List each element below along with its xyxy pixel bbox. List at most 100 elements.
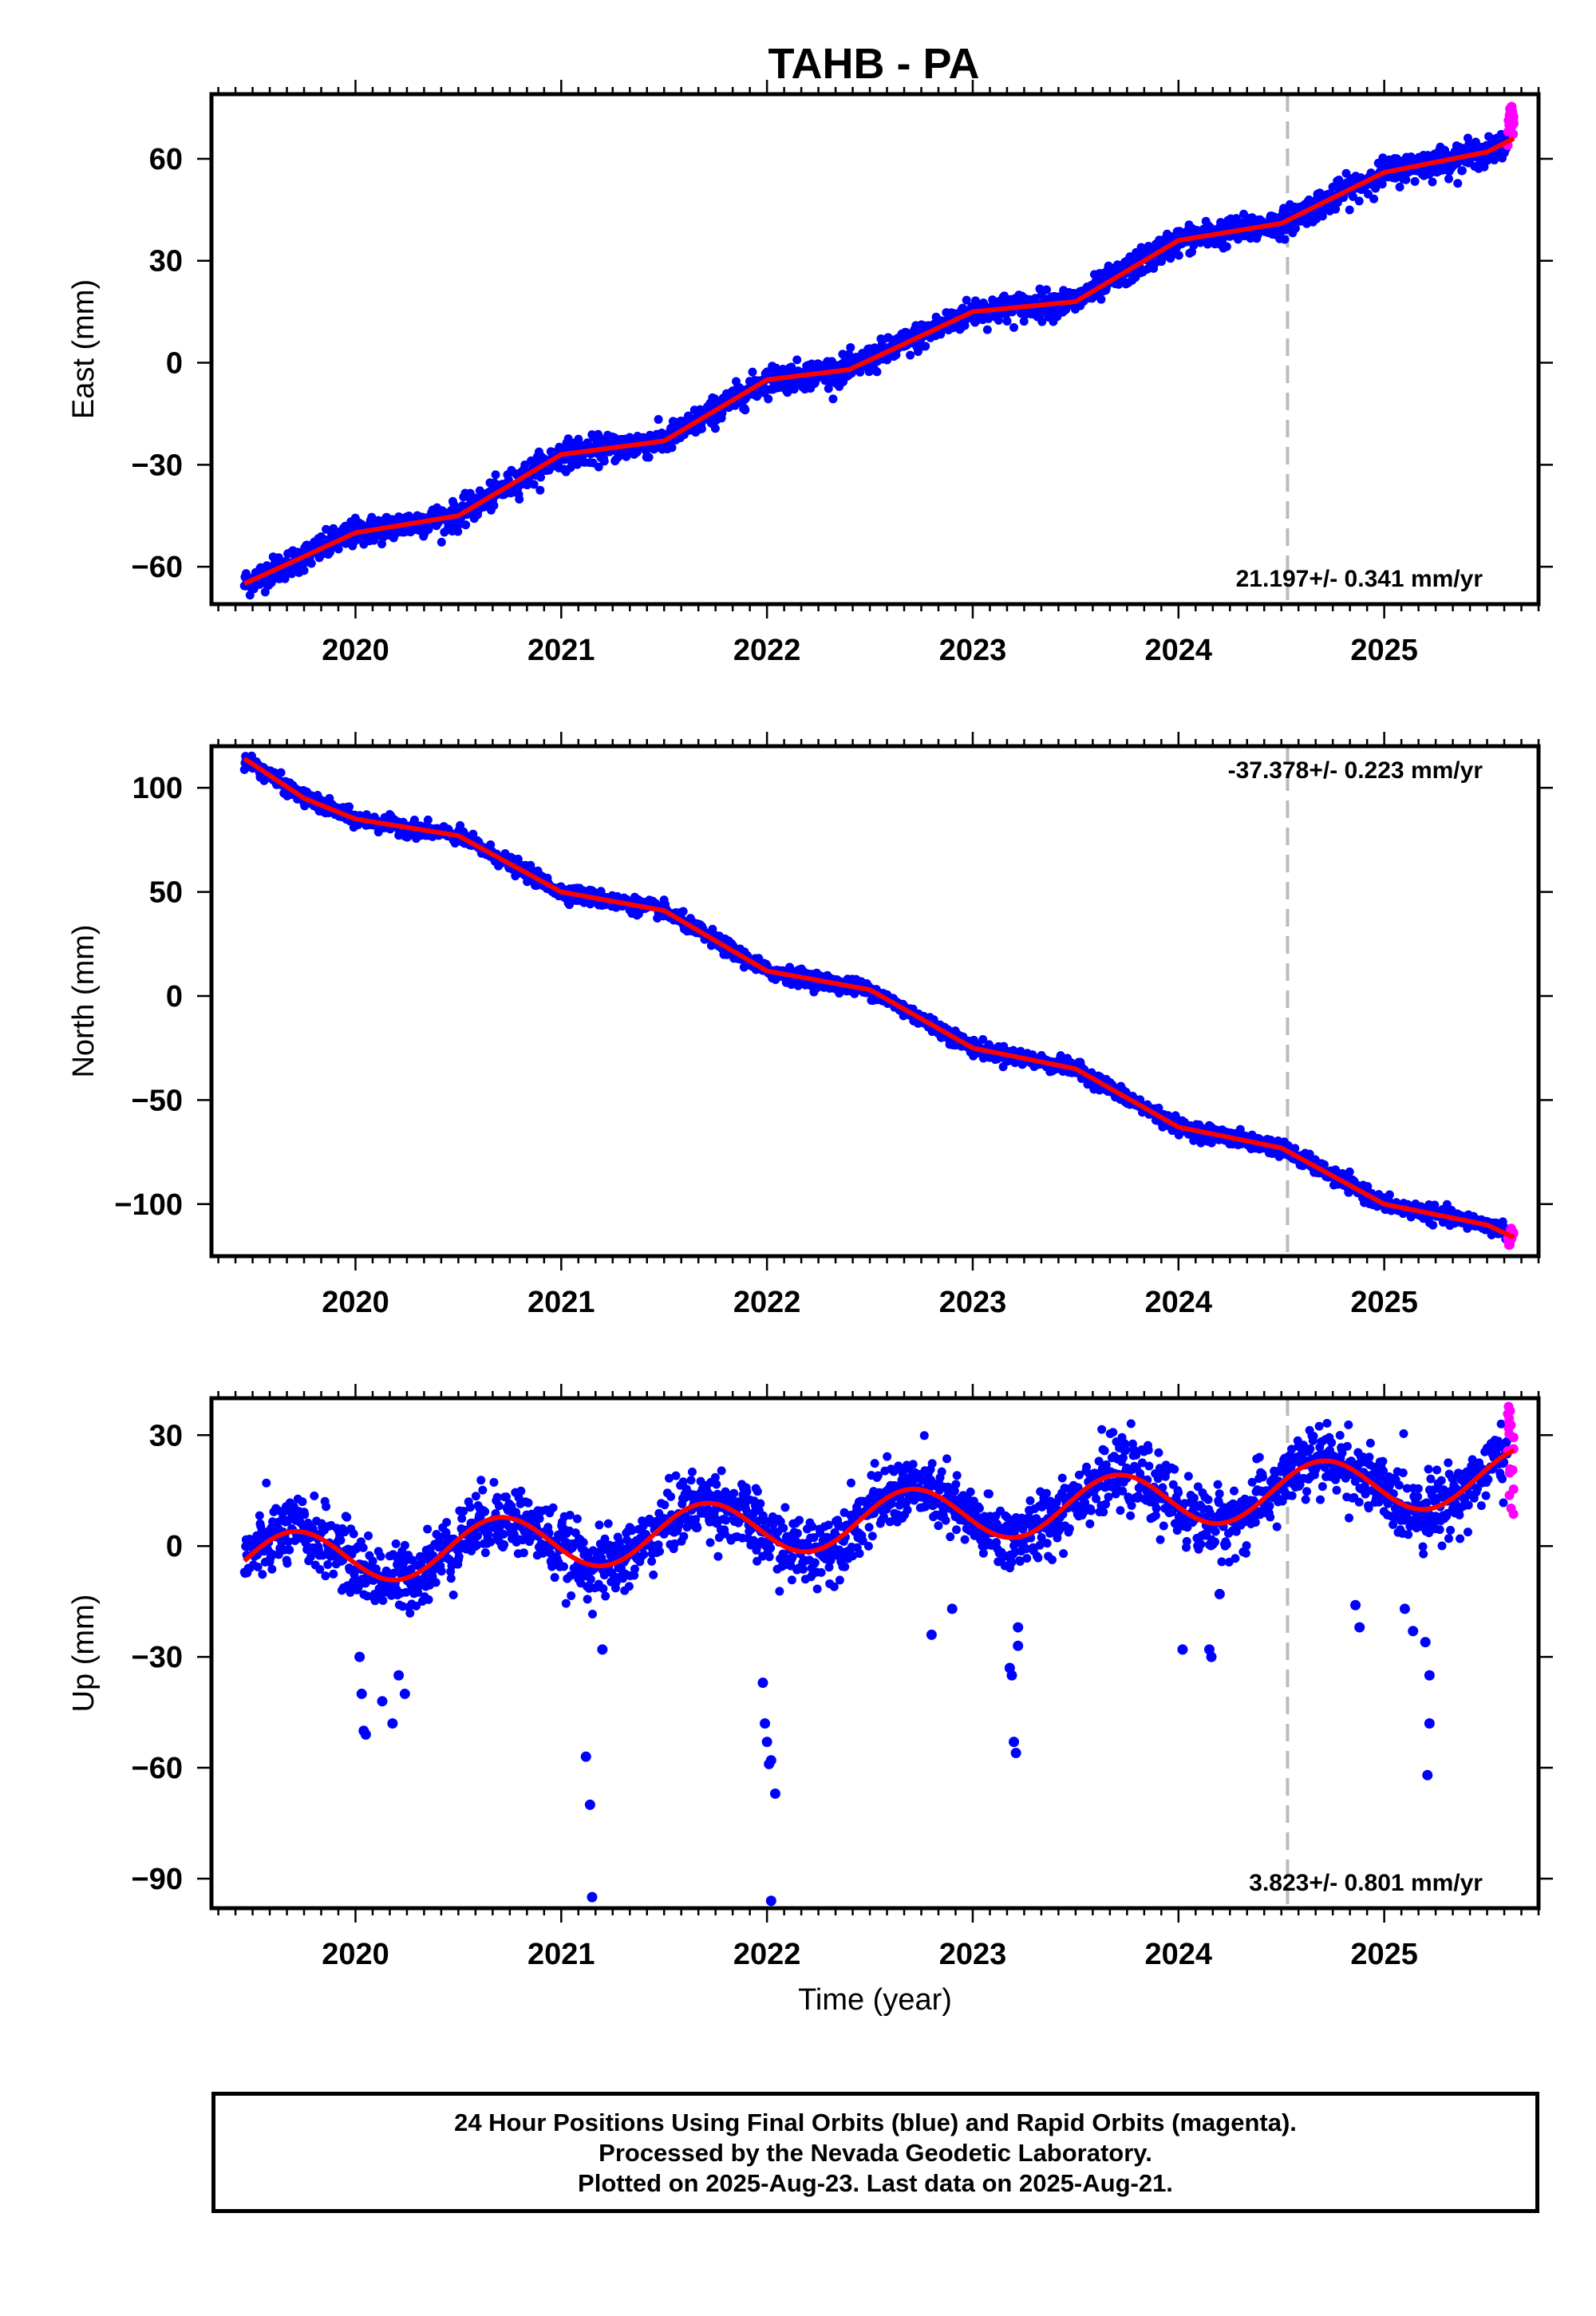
y-tick-label: 0: [166, 347, 183, 381]
final-orbit-point: [710, 424, 720, 433]
final-orbit-point: [1334, 175, 1344, 184]
x-tick-label: 2024: [1145, 634, 1213, 667]
final-orbit-point: [599, 456, 609, 466]
final-orbit-point: [838, 350, 847, 359]
y-tick-label: 50: [149, 876, 183, 910]
final-orbit-point: [1280, 235, 1290, 244]
final-orbit-point: [299, 566, 309, 575]
final-orbit-point: [846, 342, 855, 352]
final-orbit-point: [906, 350, 915, 360]
final-orbit-point: [1218, 235, 1227, 245]
north-plot-area: [239, 746, 1519, 1256]
final-orbit-point: [345, 802, 354, 812]
final-orbit-points: [239, 751, 1512, 1244]
final-orbit-point: [1395, 182, 1404, 192]
rapid-orbit-point: [1508, 128, 1519, 139]
east-panel: 2020 2021 2022 2023 2024 202560300−30−60East …: [67, 80, 1553, 667]
final-orbit-point: [741, 405, 750, 415]
final-orbit-point: [1037, 317, 1047, 326]
velocity-rate-label: 21.197+/- 0.341 mm/yr: [1236, 566, 1483, 592]
final-orbit-point: [536, 472, 546, 482]
final-orbit-point: [1019, 317, 1029, 326]
north-panel: 2020 2021 2022 2023 2024 2025100500−50−100Nor…: [67, 732, 1553, 1319]
final-orbit-point: [1479, 162, 1489, 172]
east-axis-label: East (mm): [67, 279, 101, 419]
final-orbit-point: [1428, 1220, 1438, 1230]
x-tick-label: 2022: [733, 634, 801, 667]
final-orbit-point: [1174, 251, 1183, 260]
chart-panels: 2020 2021 2022 2023 2024 202560300−30−60East …: [67, 80, 1553, 2017]
y-tick-label: −50: [132, 1084, 183, 1117]
final-orbit-point: [1041, 285, 1051, 294]
y-tick-label: −60: [132, 551, 183, 584]
final-orbit-point: [1457, 166, 1467, 176]
final-orbit-point: [960, 321, 970, 330]
x-tick-label: 2025: [1350, 634, 1418, 667]
y-tick-label: 60: [149, 143, 183, 176]
final-orbit-point: [260, 587, 270, 597]
final-orbit-point: [306, 559, 316, 568]
east-plot-area: [239, 94, 1519, 604]
final-orbit-point: [594, 462, 603, 472]
final-orbit-point: [1345, 205, 1354, 215]
final-orbit-point: [529, 480, 539, 489]
final-orbit-point: [1345, 1167, 1354, 1176]
final-orbit-point: [468, 829, 478, 839]
final-orbit-points: [239, 129, 1512, 600]
final-orbit-point: [748, 367, 757, 377]
north-plot-frame: [209, 744, 1541, 1259]
final-orbit-point: [367, 512, 377, 522]
final-orbit-point: [1385, 1190, 1394, 1199]
final-orbit-point: [1290, 1144, 1300, 1153]
model-fit-line: [243, 757, 1515, 1240]
final-orbit-point: [1377, 180, 1387, 189]
final-orbit-point: [515, 494, 524, 504]
final-orbit-point: [1444, 174, 1453, 184]
x-tick-label: 2020: [322, 634, 389, 667]
final-orbit-point: [322, 524, 331, 534]
east-plot-frame: [209, 92, 1541, 607]
final-orbit-point: [994, 315, 1003, 325]
y-tick-label: 100: [132, 772, 183, 805]
final-orbit-point: [789, 385, 799, 394]
model-fit-line: [243, 136, 1515, 587]
final-orbit-point: [489, 500, 499, 510]
final-orbit-point: [978, 1034, 988, 1044]
rapid-orbit-points: [1503, 101, 1519, 151]
final-orbit-point: [764, 394, 773, 404]
final-orbit-point: [1096, 294, 1106, 304]
velocity-rate-label: -37.378+/- 0.223 mm/yr: [1228, 757, 1483, 784]
final-orbit-point: [872, 367, 882, 377]
y-tick-label: 0: [166, 980, 183, 1014]
x-tick-label: 2023: [939, 634, 1007, 667]
final-orbit-point: [667, 443, 677, 453]
final-orbit-point: [245, 591, 255, 600]
final-orbit-point: [437, 537, 446, 547]
y-tick-label: 30: [149, 245, 183, 279]
final-orbit-point: [1319, 1160, 1329, 1169]
final-orbit-point: [678, 907, 688, 916]
final-orbit-point: [785, 962, 795, 972]
final-orbit-point: [1222, 242, 1231, 251]
final-orbit-point: [1369, 194, 1379, 204]
final-orbit-point: [622, 452, 631, 461]
x-tick-label: 2021: [527, 1286, 595, 1319]
final-orbit-point: [962, 295, 971, 305]
final-orbit-point: [1428, 177, 1437, 187]
final-orbit-point: [891, 350, 901, 360]
final-orbit-point: [1354, 196, 1364, 206]
x-tick-label: 2025: [1350, 1286, 1418, 1319]
final-orbit-point: [1331, 204, 1341, 214]
final-orbit-point: [914, 346, 923, 356]
final-orbit-point: [1156, 257, 1166, 267]
final-orbit-point: [1348, 192, 1357, 201]
final-orbit-point: [491, 470, 500, 480]
final-orbit-point: [1154, 1103, 1163, 1113]
final-orbit-point: [520, 460, 530, 469]
final-orbit-point: [654, 415, 663, 425]
rapid-orbit-point: [1503, 115, 1514, 125]
x-tick-label: 2021: [527, 634, 595, 667]
final-orbit-point: [982, 325, 992, 334]
